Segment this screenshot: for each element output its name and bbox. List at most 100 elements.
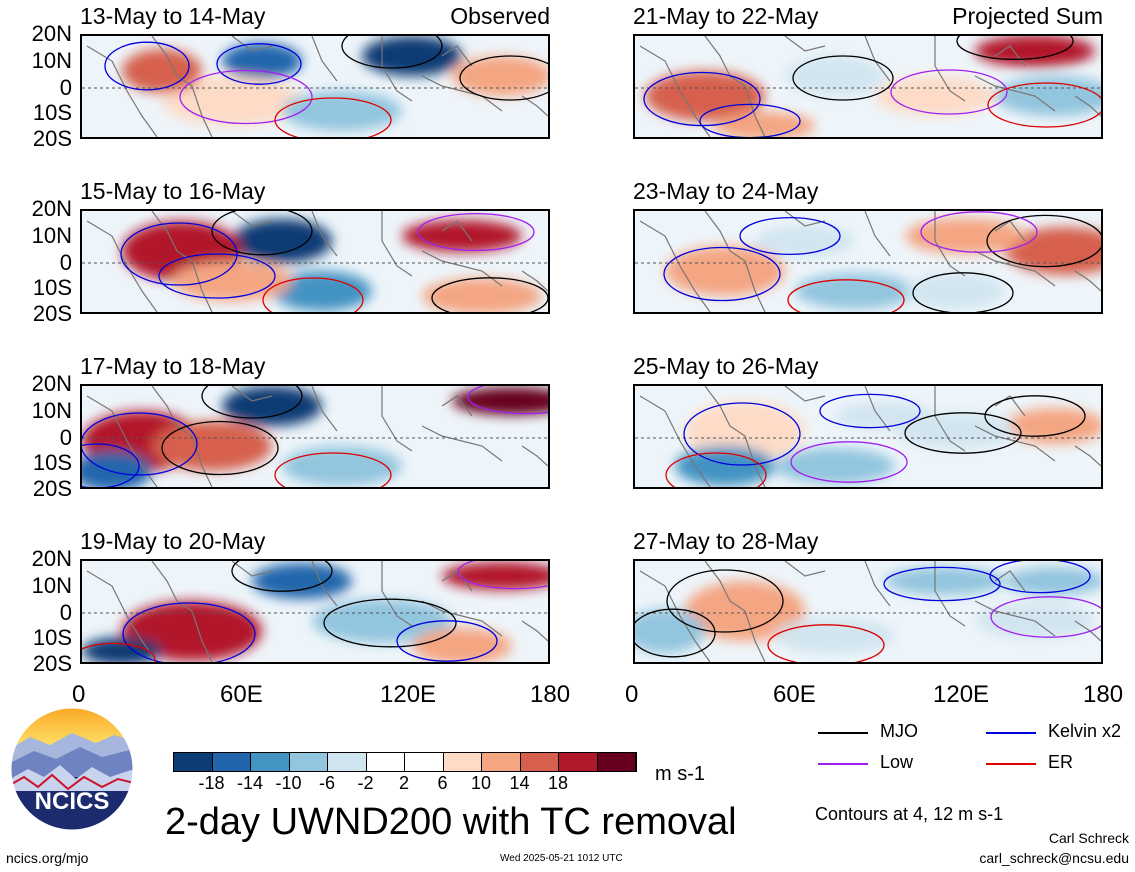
anomaly-blob — [152, 421, 272, 471]
contour-line — [82, 443, 140, 487]
lat-label: 10N — [31, 48, 72, 73]
footer-author: Carl Schreck — [1048, 830, 1129, 846]
anomaly-blob — [312, 599, 452, 643]
contour-line — [792, 55, 894, 101]
anomaly-blob — [452, 56, 548, 96]
contour-line — [82, 412, 198, 476]
anomaly-blob — [975, 36, 1095, 67]
contour-line — [201, 386, 303, 419]
contour-note: Contours at 4, 12 m s-1 — [815, 804, 1004, 824]
contour-line — [274, 97, 392, 137]
contour-line — [341, 36, 443, 69]
lat-label: 20N — [31, 196, 72, 221]
contour-line — [216, 43, 302, 85]
anomaly-blob — [665, 246, 785, 296]
anomaly-blob — [282, 91, 402, 131]
lon-label: 120E — [380, 681, 437, 708]
anomaly-blob — [252, 563, 352, 599]
lat-label: 20S — [32, 126, 72, 151]
colorbar-units: m s-1 — [655, 763, 705, 785]
contour-line — [120, 222, 238, 286]
contour-line — [323, 598, 457, 648]
map-panel — [80, 384, 550, 489]
colorbar-tick: 10 — [470, 773, 492, 793]
colorbar-swatch — [328, 753, 367, 771]
map-panel — [633, 34, 1103, 139]
colorbar-swatch — [289, 753, 328, 771]
contour-line — [459, 55, 548, 101]
lat-label: 20N — [31, 546, 72, 571]
contour-line — [104, 41, 190, 91]
anomaly-blob — [442, 562, 548, 590]
contour-line — [274, 452, 392, 487]
legend-label: ER — [1048, 752, 1074, 772]
anomaly-blob — [1005, 408, 1101, 444]
lon-label: 180 — [530, 681, 571, 708]
contour-line — [920, 211, 1038, 253]
colorbar-tick: -6 — [318, 773, 335, 793]
contour-line — [635, 608, 716, 658]
anomaly-blob — [645, 71, 765, 121]
legend-line-kelvin-x2 — [986, 732, 1036, 734]
colorbar-swatch — [366, 753, 405, 771]
colorbar-swatch — [559, 753, 598, 771]
colorbar-tick: -14 — [236, 773, 263, 793]
coastline — [86, 561, 548, 662]
contour-line — [912, 272, 1014, 312]
anomaly-blob — [875, 76, 995, 116]
contour-line — [787, 279, 905, 312]
anomaly-blob — [422, 278, 542, 312]
contour-line — [739, 216, 841, 256]
contour-line — [122, 602, 256, 662]
map-panel — [80, 559, 550, 664]
contour-line — [987, 82, 1101, 128]
lat-label: 0 — [59, 75, 72, 100]
anomaly-blob — [452, 387, 548, 415]
lat-label: 10N — [31, 573, 72, 598]
anomaly-blob — [675, 446, 775, 486]
colorbar-tick: -2 — [357, 773, 374, 793]
contour-line — [396, 620, 498, 662]
anomaly-blob — [222, 386, 322, 426]
anomaly-blob — [885, 567, 1005, 595]
anomaly-blob — [775, 448, 895, 484]
lon-label: 180 — [1083, 681, 1124, 708]
panel-date-label: 23-May to 24-May — [633, 178, 819, 204]
colorbar-swatch — [251, 753, 290, 771]
lat-label: 10N — [31, 398, 72, 423]
colorbar-tick: 6 — [437, 773, 448, 793]
contour-line — [990, 596, 1101, 638]
anomaly-blob — [1005, 567, 1101, 595]
lat-label: 10S — [32, 275, 72, 300]
colorbar-swatch — [597, 753, 636, 771]
coastline — [86, 36, 548, 137]
colorbar-tick: -18 — [198, 773, 225, 793]
anomaly-blob — [272, 271, 372, 311]
coastline — [86, 211, 548, 312]
contour-line — [683, 402, 801, 466]
coastline — [86, 386, 548, 487]
panel-date-label: 21-May to 22-May — [633, 3, 819, 29]
anomaly-blob — [775, 618, 895, 654]
contour-line — [890, 69, 1008, 115]
contour-line — [211, 211, 313, 256]
lon-label: 60E — [773, 681, 816, 708]
panel-corner-label: Projected Sum — [952, 3, 1103, 29]
lat-label: 0 — [59, 425, 72, 450]
lat-label: 10S — [32, 625, 72, 650]
anomaly-blob — [122, 49, 202, 93]
panel-date-label: 13-May to 14-May — [80, 3, 266, 29]
map-panel — [80, 209, 550, 314]
anomaly-blob — [82, 451, 152, 487]
contour-line — [984, 395, 1086, 437]
colorbar-swatch — [212, 753, 251, 771]
lat-label: 20S — [32, 301, 72, 326]
contour-line — [665, 452, 767, 487]
logo-text: NCICS — [35, 788, 110, 815]
lat-label: 20S — [32, 651, 72, 676]
contour-line — [819, 393, 921, 429]
contour-line — [883, 566, 1001, 602]
lon-label: 0 — [72, 681, 86, 708]
legend-label: MJO — [880, 721, 918, 741]
legend-label: Kelvin x2 — [1048, 721, 1122, 741]
